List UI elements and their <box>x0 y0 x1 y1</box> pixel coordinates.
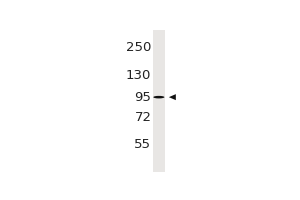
Text: 72: 72 <box>134 111 152 124</box>
Ellipse shape <box>153 96 164 98</box>
Text: 55: 55 <box>134 138 152 151</box>
Polygon shape <box>169 94 176 100</box>
Text: 250: 250 <box>126 41 152 54</box>
Text: 130: 130 <box>126 69 152 82</box>
Text: 95: 95 <box>135 91 152 104</box>
Bar <box>153 30 165 172</box>
